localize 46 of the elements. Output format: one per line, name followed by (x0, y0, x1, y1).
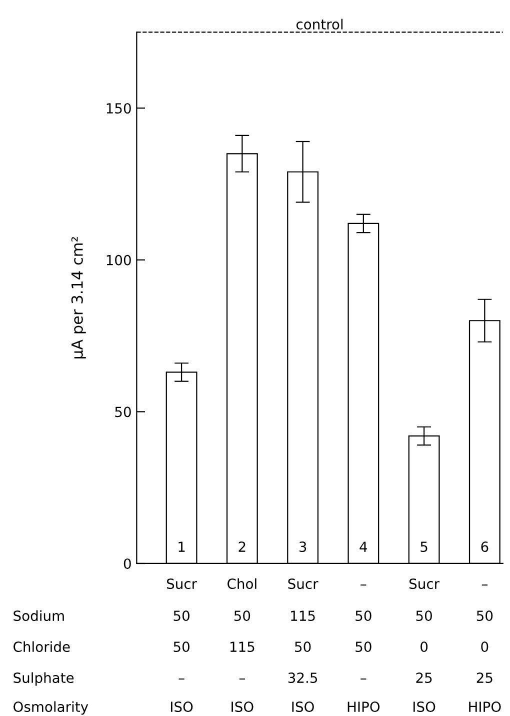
y-tick-label: 150 (106, 103, 131, 114)
text: Sulphate (14, 672, 74, 686)
text: ISO (170, 702, 193, 712)
text: – (360, 584, 366, 586)
text: – (178, 678, 184, 680)
text: 50 (476, 610, 493, 622)
text: 50 (416, 610, 432, 622)
x-tick-label: 3 (299, 542, 306, 552)
text: Sucr (288, 578, 318, 590)
text: Osmolarity (14, 701, 88, 715)
text: – (482, 584, 488, 586)
x-tick-label: 2 (238, 542, 246, 552)
text: HIPO (348, 702, 380, 712)
text: – (239, 678, 245, 680)
text: ISO (232, 702, 254, 712)
text: 115 (230, 642, 254, 652)
text: 0 (420, 642, 428, 652)
text: 32.5 (288, 672, 318, 684)
text: 50 (174, 642, 190, 652)
x-tick-label: 6 (481, 542, 488, 552)
text: 50 (295, 642, 311, 652)
text: 50 (234, 610, 250, 622)
text: HIPO (469, 702, 501, 712)
text: ISO (413, 702, 436, 712)
text: 50 (174, 610, 190, 622)
text: 115 (291, 610, 315, 622)
text: 25 (476, 672, 492, 684)
text: ISO (292, 702, 314, 712)
y-axis-title: μA per 3.14 cm² (71, 237, 86, 358)
text: Chol (228, 578, 256, 590)
text: Sodium (14, 610, 64, 622)
text: Chloride (14, 641, 70, 652)
x-tick-label: 1 (178, 542, 185, 552)
text: 25 (416, 672, 432, 684)
text: 0 (481, 642, 488, 652)
y-tick-label: 0 (124, 558, 131, 569)
ref-line-label: control (296, 18, 343, 30)
y-tick-label: 50 (115, 406, 131, 418)
x-tick-label: 5 (420, 542, 428, 552)
text: – (360, 678, 366, 680)
text: Sucr (166, 578, 198, 590)
text: Sucr (409, 578, 440, 590)
text: 50 (356, 642, 372, 652)
y-tick-label: 100 (106, 254, 131, 266)
text: 50 (356, 610, 372, 622)
x-tick-label: 4 (360, 542, 368, 552)
